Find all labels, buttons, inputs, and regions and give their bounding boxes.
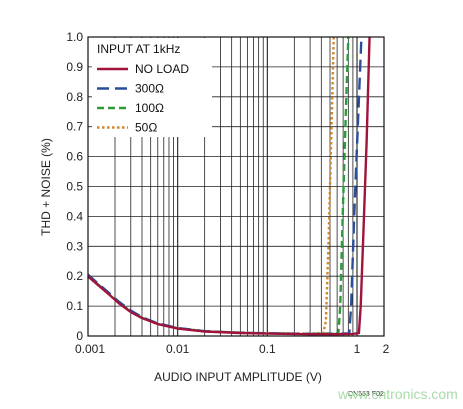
y-tick-label: 0.7: [66, 120, 83, 134]
y-tick-label: 0: [76, 329, 83, 343]
y-axis-label: THD + NOISE (%): [39, 138, 53, 236]
y-tick-label: 1.0: [66, 30, 83, 44]
x-tick-label: 1: [354, 342, 361, 356]
tick-labels: 0 0.1 0.2 0.3 0.4 0.5 0.6 0.7 0.8 0.9 1.0 0.001 0.01…: [66, 30, 389, 356]
y-tick-label: 0.5: [66, 180, 83, 194]
plot-frame: [87, 36, 385, 337]
legend-label: 50Ω: [135, 121, 157, 135]
legend-items: NO LOAD 300Ω 100Ω 50Ω: [97, 62, 189, 135]
y-tick-label: 0.1: [66, 299, 83, 313]
figure-code: DN563 F02: [348, 391, 384, 398]
legend: INPUT AT 1kHz NO LOAD 300Ω 100Ω 50Ω: [92, 38, 212, 137]
legend-label: NO LOAD: [135, 62, 189, 76]
x-tick-label: 0.001: [75, 342, 105, 356]
series-lines: [87, 36, 371, 336]
y-tick-label: 0.8: [66, 90, 83, 104]
x-axis-label: AUDIO INPUT AMPLITUDE (V): [154, 370, 322, 384]
y-tick-label: 0.6: [66, 150, 83, 164]
x-tick-label: 2: [383, 342, 390, 356]
y-tick-label: 0.3: [66, 239, 83, 253]
y-tick-label: 0.2: [66, 269, 83, 283]
x-tick-label: 0.1: [259, 342, 276, 356]
legend-label: 100Ω: [135, 101, 164, 115]
legend-background: [92, 38, 212, 137]
legend-title: INPUT AT 1kHz: [97, 42, 180, 56]
watermark: www.cntronics.com: [337, 386, 458, 402]
x-tick-label: 0.01: [166, 342, 190, 356]
series-line: [87, 36, 371, 336]
y-tick-label: 0.4: [66, 209, 83, 223]
legend-label: 300Ω: [135, 82, 164, 96]
y-tick-label: 0.9: [66, 60, 83, 74]
